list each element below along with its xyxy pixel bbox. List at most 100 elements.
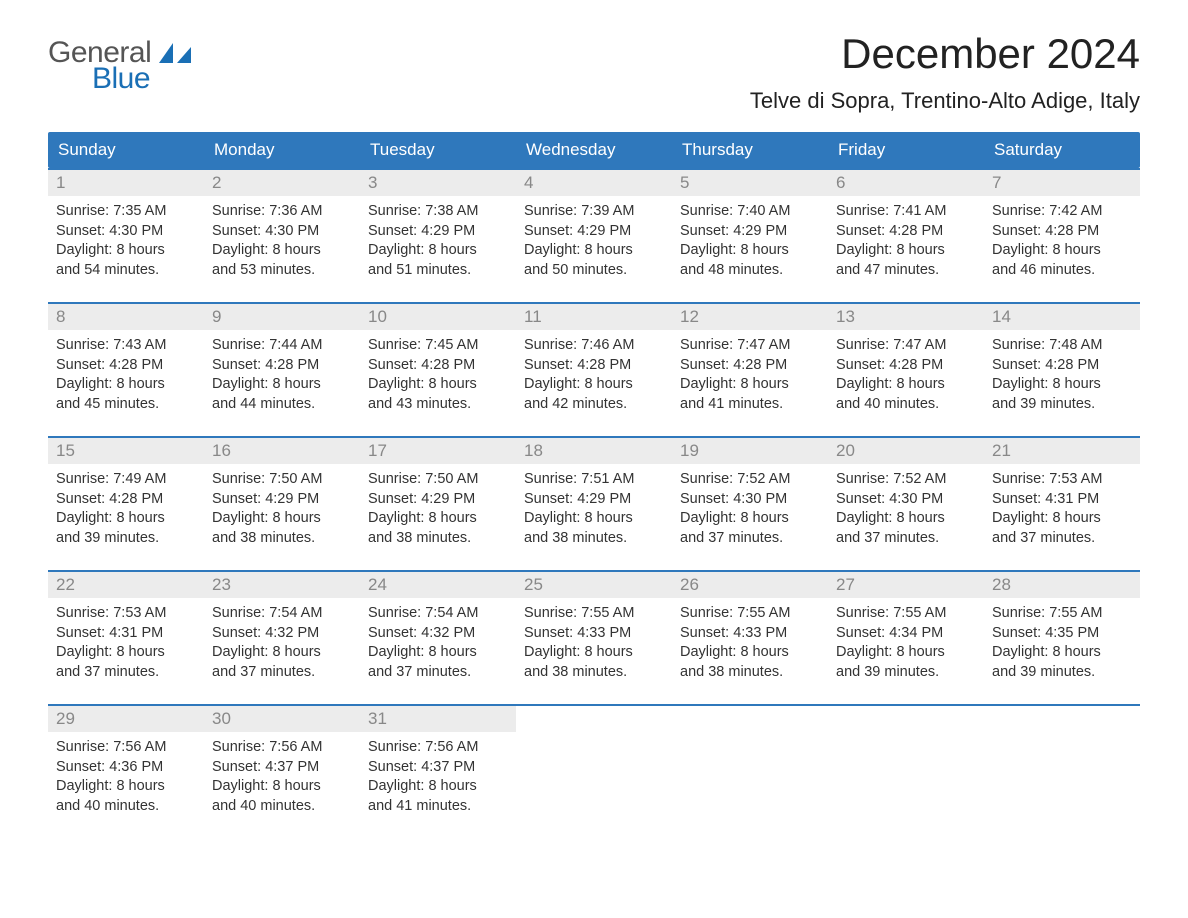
logo: General Blue [48, 30, 193, 96]
day-body: Sunrise: 7:52 AMSunset: 4:30 PMDaylight:… [828, 464, 984, 552]
day-number: 23 [204, 572, 360, 598]
day-dl1: Daylight: 8 hours [992, 509, 1132, 529]
day-number: 13 [828, 304, 984, 330]
day-dl2: and 48 minutes. [680, 261, 820, 281]
day-number: 24 [360, 572, 516, 598]
day-cell: 20Sunrise: 7:52 AMSunset: 4:30 PMDayligh… [828, 438, 984, 556]
day-number: 7 [984, 170, 1140, 196]
day-body: Sunrise: 7:49 AMSunset: 4:28 PMDaylight:… [48, 464, 204, 552]
sail-icon [157, 41, 193, 65]
day-sunset: Sunset: 4:30 PM [836, 490, 976, 510]
day-dl1: Daylight: 8 hours [56, 509, 196, 529]
day-number: 26 [672, 572, 828, 598]
day-dl1: Daylight: 8 hours [680, 241, 820, 261]
day-body: Sunrise: 7:45 AMSunset: 4:28 PMDaylight:… [360, 330, 516, 418]
day-body: Sunrise: 7:36 AMSunset: 4:30 PMDaylight:… [204, 196, 360, 284]
day-number: 28 [984, 572, 1140, 598]
day-headers-row: SundayMondayTuesdayWednesdayThursdayFrid… [48, 132, 1140, 168]
day-sunrise: Sunrise: 7:45 AM [368, 336, 508, 356]
day-sunset: Sunset: 4:29 PM [368, 490, 508, 510]
day-dl1: Daylight: 8 hours [56, 375, 196, 395]
day-sunrise: Sunrise: 7:50 AM [212, 470, 352, 490]
week-row: 8Sunrise: 7:43 AMSunset: 4:28 PMDaylight… [48, 302, 1140, 422]
day-body: Sunrise: 7:55 AMSunset: 4:33 PMDaylight:… [672, 598, 828, 686]
day-sunrise: Sunrise: 7:47 AM [680, 336, 820, 356]
day-sunrise: Sunrise: 7:53 AM [992, 470, 1132, 490]
day-cell: 15Sunrise: 7:49 AMSunset: 4:28 PMDayligh… [48, 438, 204, 556]
day-sunrise: Sunrise: 7:38 AM [368, 202, 508, 222]
day-number: 12 [672, 304, 828, 330]
week-row: 29Sunrise: 7:56 AMSunset: 4:36 PMDayligh… [48, 704, 1140, 824]
day-sunrise: Sunrise: 7:54 AM [212, 604, 352, 624]
day-sunrise: Sunrise: 7:55 AM [680, 604, 820, 624]
day-number: 10 [360, 304, 516, 330]
day-sunset: Sunset: 4:28 PM [680, 356, 820, 376]
day-cell: . [516, 706, 672, 824]
day-sunset: Sunset: 4:29 PM [524, 222, 664, 242]
day-dl2: and 38 minutes. [680, 663, 820, 683]
day-cell: 11Sunrise: 7:46 AMSunset: 4:28 PMDayligh… [516, 304, 672, 422]
day-number: 19 [672, 438, 828, 464]
day-sunset: Sunset: 4:29 PM [524, 490, 664, 510]
day-body: Sunrise: 7:51 AMSunset: 4:29 PMDaylight:… [516, 464, 672, 552]
day-dl2: and 39 minutes. [992, 395, 1132, 415]
day-sunrise: Sunrise: 7:39 AM [524, 202, 664, 222]
day-sunrise: Sunrise: 7:55 AM [836, 604, 976, 624]
day-body: Sunrise: 7:55 AMSunset: 4:35 PMDaylight:… [984, 598, 1140, 686]
day-body: Sunrise: 7:47 AMSunset: 4:28 PMDaylight:… [672, 330, 828, 418]
day-sunset: Sunset: 4:37 PM [368, 758, 508, 778]
day-cell: 4Sunrise: 7:39 AMSunset: 4:29 PMDaylight… [516, 170, 672, 288]
day-body: Sunrise: 7:55 AMSunset: 4:33 PMDaylight:… [516, 598, 672, 686]
day-dl1: Daylight: 8 hours [368, 509, 508, 529]
month-title: December 2024 [750, 30, 1140, 78]
day-sunset: Sunset: 4:28 PM [56, 490, 196, 510]
day-number: 18 [516, 438, 672, 464]
day-number: 11 [516, 304, 672, 330]
day-dl1: Daylight: 8 hours [524, 643, 664, 663]
day-dl1: Daylight: 8 hours [212, 777, 352, 797]
day-dl2: and 39 minutes. [992, 663, 1132, 683]
day-body: Sunrise: 7:42 AMSunset: 4:28 PMDaylight:… [984, 196, 1140, 284]
day-sunrise: Sunrise: 7:55 AM [992, 604, 1132, 624]
day-cell: 12Sunrise: 7:47 AMSunset: 4:28 PMDayligh… [672, 304, 828, 422]
day-sunrise: Sunrise: 7:50 AM [368, 470, 508, 490]
day-dl2: and 54 minutes. [56, 261, 196, 281]
day-cell: 7Sunrise: 7:42 AMSunset: 4:28 PMDaylight… [984, 170, 1140, 288]
day-header-sunday: Sunday [48, 132, 204, 168]
day-dl1: Daylight: 8 hours [368, 241, 508, 261]
day-dl2: and 50 minutes. [524, 261, 664, 281]
day-dl1: Daylight: 8 hours [56, 643, 196, 663]
day-dl1: Daylight: 8 hours [524, 241, 664, 261]
day-cell: 22Sunrise: 7:53 AMSunset: 4:31 PMDayligh… [48, 572, 204, 690]
day-body: Sunrise: 7:50 AMSunset: 4:29 PMDaylight:… [360, 464, 516, 552]
day-body: Sunrise: 7:41 AMSunset: 4:28 PMDaylight:… [828, 196, 984, 284]
day-body: Sunrise: 7:53 AMSunset: 4:31 PMDaylight:… [984, 464, 1140, 552]
day-dl2: and 39 minutes. [836, 663, 976, 683]
day-sunset: Sunset: 4:35 PM [992, 624, 1132, 644]
day-dl1: Daylight: 8 hours [212, 509, 352, 529]
day-number: 25 [516, 572, 672, 598]
day-dl2: and 37 minutes. [992, 529, 1132, 549]
day-sunrise: Sunrise: 7:41 AM [836, 202, 976, 222]
day-sunrise: Sunrise: 7:44 AM [212, 336, 352, 356]
day-sunset: Sunset: 4:29 PM [368, 222, 508, 242]
day-dl1: Daylight: 8 hours [56, 241, 196, 261]
day-sunset: Sunset: 4:28 PM [524, 356, 664, 376]
day-dl1: Daylight: 8 hours [992, 241, 1132, 261]
day-cell: 5Sunrise: 7:40 AMSunset: 4:29 PMDaylight… [672, 170, 828, 288]
day-dl2: and 40 minutes. [56, 797, 196, 817]
day-sunset: Sunset: 4:28 PM [56, 356, 196, 376]
day-dl2: and 38 minutes. [524, 663, 664, 683]
day-number: 2 [204, 170, 360, 196]
day-body: Sunrise: 7:54 AMSunset: 4:32 PMDaylight:… [360, 598, 516, 686]
day-dl1: Daylight: 8 hours [212, 241, 352, 261]
day-number: 16 [204, 438, 360, 464]
day-dl1: Daylight: 8 hours [368, 643, 508, 663]
day-sunset: Sunset: 4:33 PM [524, 624, 664, 644]
day-cell: 14Sunrise: 7:48 AMSunset: 4:28 PMDayligh… [984, 304, 1140, 422]
logo-text-blue: Blue [92, 62, 150, 96]
day-cell: 10Sunrise: 7:45 AMSunset: 4:28 PMDayligh… [360, 304, 516, 422]
day-number: 6 [828, 170, 984, 196]
page-header: General Blue December 2024 Telve di Sopr… [48, 30, 1140, 114]
day-dl1: Daylight: 8 hours [836, 643, 976, 663]
